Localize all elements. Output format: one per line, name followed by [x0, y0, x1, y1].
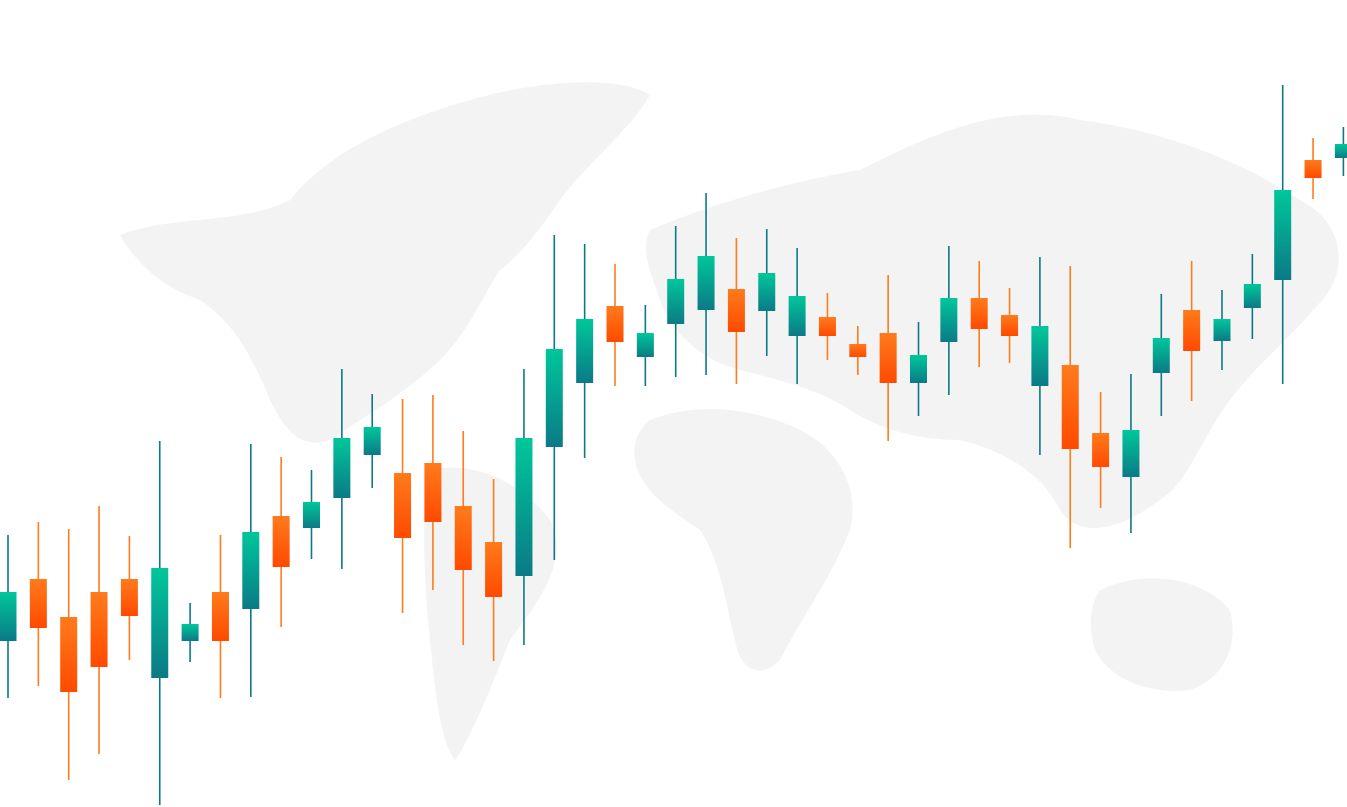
candle-body: [181, 624, 199, 641]
candle-body: [1183, 310, 1201, 351]
candle-body: [454, 506, 472, 570]
candle-body: [242, 532, 260, 609]
candle-body: [970, 298, 988, 329]
candle-body: [1334, 144, 1347, 158]
candle-body: [667, 279, 685, 324]
candle-body: [272, 516, 290, 567]
candle-body: [1122, 430, 1140, 477]
candle-body: [1031, 326, 1049, 386]
world-map-background: [120, 82, 1339, 760]
candle-body: [1092, 433, 1110, 467]
candle-body: [636, 333, 654, 357]
candle-body: [697, 256, 715, 310]
candle-body: [758, 273, 776, 311]
candle-body: [818, 317, 836, 336]
candle-body: [1061, 365, 1079, 449]
candle-body: [1243, 284, 1261, 308]
candles: [0, 85, 1347, 805]
candle-body: [120, 579, 138, 616]
candle-body: [879, 333, 897, 383]
candle-body: [0, 592, 17, 641]
candle-body: [333, 438, 351, 498]
candle-body: [1304, 160, 1322, 178]
candle-body: [424, 463, 442, 522]
candle-body: [576, 319, 594, 383]
candle-body: [849, 344, 867, 357]
candle-body: [211, 592, 229, 641]
candle-body: [1001, 315, 1019, 336]
candle-body: [1274, 190, 1292, 280]
candle-body: [1152, 338, 1170, 373]
candle-body: [515, 438, 533, 576]
candle-body: [151, 568, 169, 678]
candle-body: [303, 502, 320, 528]
candle-body: [485, 542, 503, 597]
candle-body: [788, 296, 806, 336]
candle-body: [29, 579, 47, 628]
candle-body: [910, 355, 927, 383]
candle-body: [545, 349, 563, 447]
candle-body: [60, 617, 78, 692]
candle-body: [363, 427, 381, 455]
candle-body: [1213, 319, 1231, 341]
candle-body: [394, 473, 412, 538]
candle-body: [90, 592, 108, 667]
candle-body: [606, 306, 624, 342]
candle-body: [727, 289, 745, 332]
candle-body: [940, 298, 958, 342]
